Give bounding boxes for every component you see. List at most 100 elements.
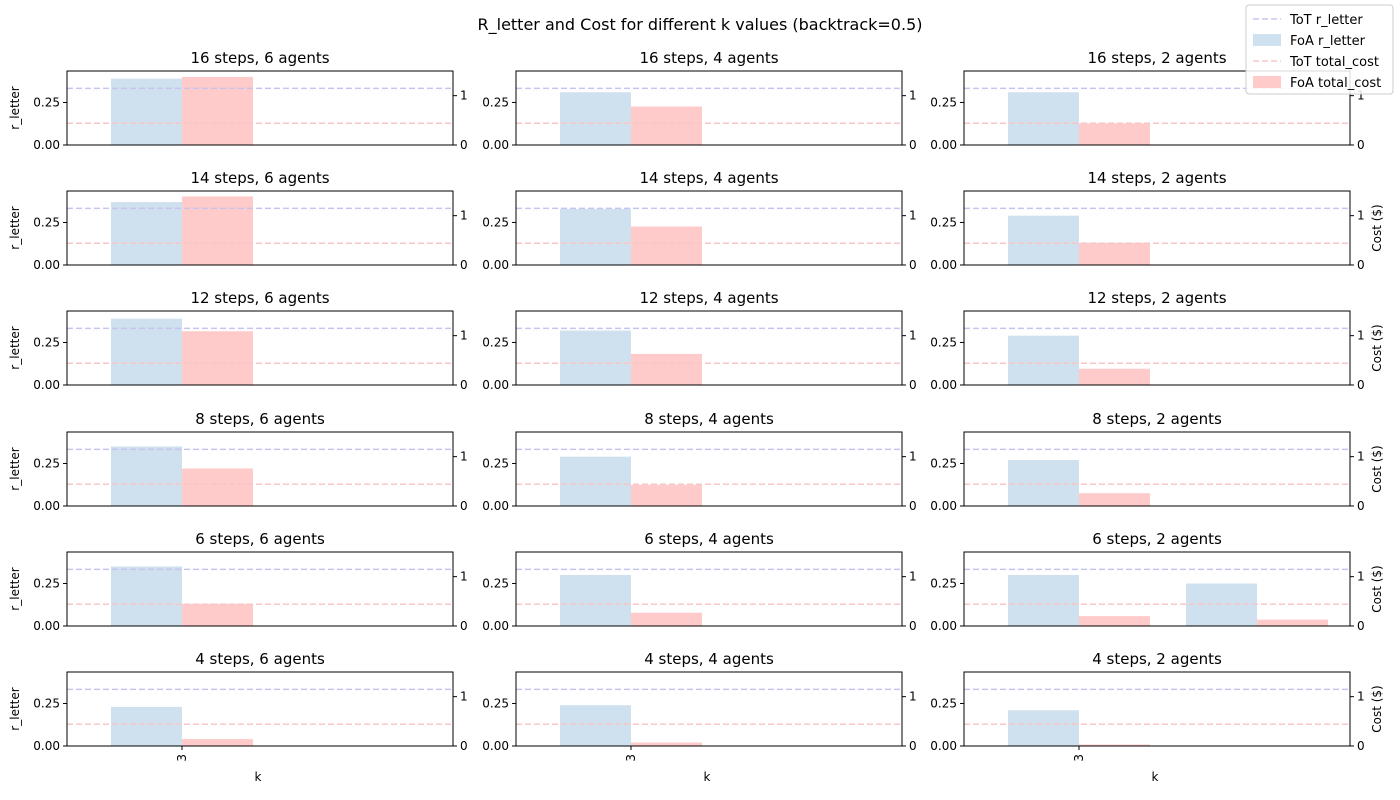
left-tick-label: 0.00 [930, 378, 957, 392]
right-tick-label: 1 [1357, 450, 1365, 464]
right-axis-label: Cost ($) [1370, 445, 1384, 493]
left-tick-label: 0.00 [930, 739, 957, 753]
right-tick-label: 0 [909, 739, 917, 753]
legend-swatch-patch [1253, 76, 1281, 88]
left-tick-label: 0.00 [33, 619, 60, 633]
bar-foa-r-letter [1008, 92, 1079, 145]
left-tick-label: 0.25 [930, 456, 957, 470]
left-tick-label: 0.25 [33, 456, 60, 470]
subplot-title: 4 steps, 6 agents [195, 650, 325, 668]
plot-frame [963, 671, 1351, 747]
subplot-2: 16 steps, 4 agents 0.00 0.25 0 1 [482, 49, 916, 152]
plot-frame [963, 551, 1351, 627]
subplot-15: 6 steps, 2 agents 0.00 0.25 0 1 Cost ($) [930, 530, 1384, 633]
right-tick-label: 1 [909, 89, 917, 103]
bar-foa-total-cost [1079, 123, 1150, 145]
subplot-title: 8 steps, 2 agents [1092, 410, 1222, 428]
left-axis-label: r_letter [8, 447, 22, 490]
right-tick-label: 1 [909, 209, 917, 223]
bar-foa-total-cost [182, 739, 253, 746]
bar-foa-r-letter [111, 202, 182, 265]
subplot-title: 14 steps, 6 agents [190, 169, 329, 187]
x-tick-label: 3 [1072, 754, 1086, 762]
plot-frame [515, 671, 903, 747]
plot-frame [963, 310, 1351, 386]
right-tick-label: 1 [460, 570, 468, 584]
right-axis-label: Cost ($) [1370, 565, 1384, 613]
left-tick-label: 0.25 [33, 215, 60, 229]
subplot-title: 4 steps, 4 agents [644, 650, 774, 668]
x-tick-label: 3 [175, 754, 189, 762]
right-tick-label: 0 [1357, 619, 1365, 633]
bar-foa-total-cost [1079, 616, 1150, 626]
right-tick-label: 0 [1357, 739, 1365, 753]
subplot-title: 12 steps, 4 agents [639, 289, 778, 307]
right-tick-label: 1 [1357, 209, 1365, 223]
left-tick-label: 0.00 [930, 258, 957, 272]
right-tick-label: 0 [460, 499, 468, 513]
bar-foa-total-cost [631, 226, 702, 265]
left-tick-label: 0.25 [930, 335, 957, 349]
right-tick-label: 1 [460, 89, 468, 103]
right-tick-label: 0 [460, 739, 468, 753]
x-axis-label: k [704, 770, 711, 784]
bar-foa-r-letter [111, 78, 182, 145]
left-tick-label: 0.25 [482, 215, 509, 229]
left-tick-label: 0.25 [930, 576, 957, 590]
left-tick-label: 0.00 [930, 619, 957, 633]
bar-foa-r-letter [560, 705, 631, 746]
right-tick-label: 1 [460, 209, 468, 223]
bar-foa-r-letter [111, 446, 182, 506]
bar-foa-total-cost [1257, 619, 1328, 626]
bar-foa-r-letter [560, 574, 631, 626]
left-tick-label: 0.00 [482, 378, 509, 392]
bar-foa-total-cost [1079, 368, 1150, 385]
bar-foa-total-cost [1079, 493, 1150, 506]
bar-foa-total-cost [631, 106, 702, 145]
left-tick-label: 0.25 [482, 335, 509, 349]
subplot-title: 16 steps, 2 agents [1087, 49, 1226, 67]
bar-foa-r-letter [1008, 215, 1079, 265]
bar-foa-r-letter [1008, 574, 1079, 626]
legend: ToT r_letter FoA r_letter ToT total_cost Fo… [1245, 4, 1394, 95]
bar-foa-total-cost [1079, 744, 1150, 746]
subplot-title: 4 steps, 2 agents [1092, 650, 1222, 668]
bar-foa-total-cost [182, 603, 253, 626]
subplot-title: 6 steps, 2 agents [1092, 530, 1222, 548]
left-axis-label: r_letter [8, 206, 22, 249]
plot-frame [66, 551, 454, 627]
x-axis-label: k [1152, 770, 1159, 784]
subplot-10: 8 steps, 6 agents 0.00 0.25 0 1 r_letter [8, 410, 468, 513]
legend-label: FoA total_cost [1290, 76, 1381, 91]
bar-foa-r-letter [111, 706, 182, 746]
subplot-3: 16 steps, 2 agents 0.00 0.25 0 1 [930, 49, 1364, 152]
left-tick-label: 0.25 [33, 95, 60, 109]
legend-swatch-patch [1253, 34, 1281, 46]
right-axis-label: Cost ($) [1370, 685, 1384, 733]
right-tick-label: 1 [460, 690, 468, 704]
bar-foa-r-letter [1008, 335, 1079, 385]
subplot-18: 4 steps, 2 agents 0.00 0.25 0 1 Cost ($) 3 k [930, 650, 1384, 784]
left-tick-label: 0.00 [33, 739, 60, 753]
subplot-8: 12 steps, 4 agents 0.00 0.25 0 1 [482, 289, 916, 392]
subplot-title: 12 steps, 6 agents [190, 289, 329, 307]
plot-frame [66, 671, 454, 747]
right-tick-label: 0 [909, 138, 917, 152]
left-axis-label: r_letter [8, 326, 22, 369]
subplot-title: 8 steps, 4 agents [644, 410, 774, 428]
subplot-12: 8 steps, 2 agents 0.00 0.25 0 1 Cost ($) [930, 410, 1384, 513]
left-tick-label: 0.25 [930, 215, 957, 229]
right-tick-label: 0 [460, 138, 468, 152]
left-tick-label: 0.00 [33, 378, 60, 392]
right-tick-label: 0 [909, 378, 917, 392]
right-tick-label: 1 [460, 450, 468, 464]
right-tick-label: 1 [1357, 329, 1365, 343]
subplot-title: 14 steps, 4 agents [639, 169, 778, 187]
bar-foa-total-cost [182, 331, 253, 385]
left-tick-label: 0.25 [930, 696, 957, 710]
left-axis-label: r_letter [8, 86, 22, 129]
right-tick-label: 0 [460, 258, 468, 272]
plot-frame [66, 431, 454, 507]
left-tick-label: 0.25 [482, 95, 509, 109]
subplot-6: 14 steps, 2 agents 0.00 0.25 0 1 Cost ($) [930, 169, 1384, 272]
